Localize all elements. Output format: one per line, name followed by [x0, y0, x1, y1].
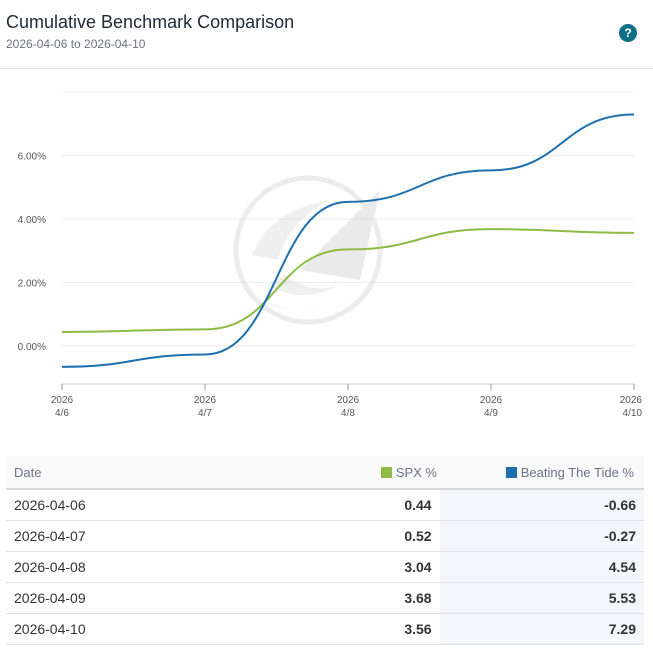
y-tick-label: 6.00%	[18, 151, 46, 162]
series-lines	[61, 113, 635, 368]
row-date: 2026-04-07	[14, 528, 86, 544]
row-date: 2026-04-06	[14, 497, 86, 513]
table-header: Date SPX % Beating The Tide %	[6, 456, 644, 490]
y-tick-label: 4.00%	[18, 215, 46, 226]
row-btt: 5.53	[439, 583, 644, 613]
table-row: 2026-04-06 0.44 -0.66	[6, 490, 644, 521]
row-date: 2026-04-10	[14, 621, 86, 637]
table-row: 2026-04-07 0.52 -0.27	[6, 521, 644, 552]
x-tick-label-day: 4/9	[484, 408, 498, 419]
row-btt: 7.29	[439, 614, 644, 644]
header-btt-label: Beating The Tide %	[520, 464, 634, 480]
header-date: Date	[14, 464, 42, 480]
row-btt: 4.54	[439, 552, 644, 582]
x-axis-tick-labels: 2026 4/6 2026 4/7 2026 4/8 2026 4/9 2026 4/10	[51, 384, 643, 419]
page-title: Cumulative Benchmark Comparison	[6, 12, 295, 32]
x-tick-label-year: 2026	[51, 395, 74, 406]
row-btt: -0.66	[439, 490, 644, 520]
line-chart: 0.00% 2.00% 4.00% 6.00% 2026 4/6 2026 4/7 2026 4…	[18, 91, 643, 419]
table-row: 2026-04-09 3.68 5.53	[6, 583, 644, 614]
chart-header: Cumulative Benchmark Comparison 2026-04-…	[0, 0, 653, 69]
table-row: 2026-04-08 3.04 4.54	[6, 552, 644, 583]
row-spx: 0.52	[404, 528, 432, 544]
y-tick-label: 2.00%	[18, 278, 46, 289]
header-spx-label: SPX %	[395, 464, 437, 480]
x-tick-label-day: 4/8	[341, 408, 355, 419]
spx-series-line[interactable]	[61, 228, 635, 333]
x-tick-label-day: 4/10	[623, 408, 643, 419]
header-spx[interactable]: SPX %	[318, 465, 437, 480]
row-spx: 3.68	[404, 590, 432, 606]
x-tick-label-year: 2026	[194, 395, 217, 406]
header-btt[interactable]: Beating The Tide %	[437, 465, 642, 480]
date-range-subtitle: 2026-04-06 to 2026-04-10	[6, 37, 146, 51]
table-row: 2026-04-10 3.56 7.29	[6, 614, 644, 645]
sailboat-logo-watermark	[233, 175, 383, 325]
row-spx: 0.44	[404, 497, 432, 513]
spx-legend-swatch	[380, 466, 392, 478]
row-date: 2026-04-08	[14, 559, 86, 575]
row-spx: 3.04	[404, 559, 432, 575]
x-tick-label-year: 2026	[620, 395, 643, 406]
x-tick-label-year: 2026	[337, 395, 360, 406]
row-btt: -0.27	[439, 521, 644, 551]
benchmark-table: Date SPX % Beating The Tide % 2026-04-06…	[6, 456, 644, 645]
x-tick-label-year: 2026	[480, 395, 503, 406]
x-tick-label-day: 4/6	[55, 408, 69, 419]
y-tick-label: 0.00%	[18, 342, 46, 353]
btt-legend-swatch	[505, 466, 517, 478]
row-spx: 3.56	[404, 621, 432, 637]
question-icon[interactable]: ?	[619, 24, 637, 42]
row-date: 2026-04-09	[14, 590, 86, 606]
x-tick-label-day: 4/7	[198, 408, 212, 419]
y-axis-tick-labels: 0.00% 2.00% 4.00% 6.00%	[18, 151, 46, 352]
btt-series-line[interactable]	[61, 113, 635, 368]
